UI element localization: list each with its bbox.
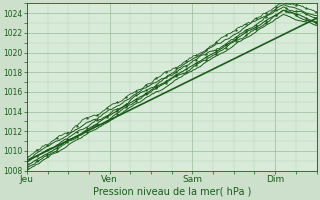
X-axis label: Pression niveau de la mer( hPa ): Pression niveau de la mer( hPa ) bbox=[92, 187, 251, 197]
